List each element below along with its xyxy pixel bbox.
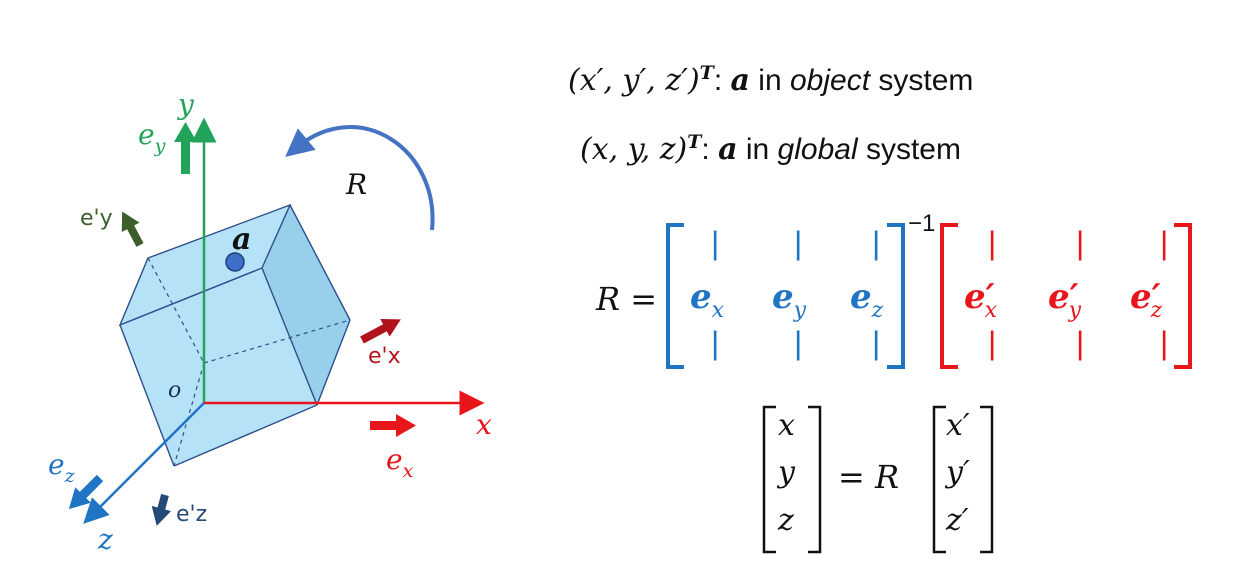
matrix-bar: | (1160, 225, 1169, 261)
ezp-column: e′z (1130, 277, 1163, 323)
exp-column: e′x (964, 277, 998, 323)
ezp-label: e'z (176, 502, 208, 527)
vector-entry: z′ (946, 503, 969, 538)
ez-label: ez (48, 448, 75, 487)
ex-column: ex (690, 277, 725, 323)
matrix-bar: | (794, 225, 803, 261)
matrix-bar: | (711, 225, 720, 261)
matrix-bar: | (1160, 325, 1169, 361)
ezp-arrow-icon (151, 493, 172, 526)
ez-column: ez (850, 277, 884, 323)
vector-entry: z (778, 503, 794, 538)
ex-label: ex (386, 443, 414, 482)
z-axis-label: z (98, 523, 113, 556)
ey-arrow-icon (174, 122, 197, 174)
point-a-label: a (232, 222, 252, 257)
ex-arrow-icon (370, 414, 416, 437)
eq2-middle: = R (838, 458, 900, 496)
matrix-bar: | (794, 325, 803, 361)
ez-arrow-icon (68, 474, 104, 510)
ey-column: ey (772, 277, 807, 323)
rotation-arc (285, 125, 435, 231)
exp-arrow-icon (360, 318, 401, 344)
eq1-inverse-exponent: −1 (908, 210, 936, 237)
vector-entry: x (778, 408, 795, 443)
exp-label: e'x (368, 344, 401, 369)
origin-label: o (168, 378, 182, 403)
z-axis (83, 402, 205, 524)
y-axis-label: y (178, 88, 194, 121)
eyp-label: e'y (80, 206, 113, 231)
vector-entry: y′ (946, 455, 970, 490)
matrix-bar: | (1076, 325, 1085, 361)
matrix-bar: | (711, 325, 720, 361)
vector-entry: x′ (946, 408, 970, 443)
cube (118, 203, 351, 467)
matrix-bar: | (872, 225, 881, 261)
ey-label: ey (138, 118, 166, 157)
matrix-bar: | (1076, 225, 1085, 261)
matrix-bar: | (872, 325, 881, 361)
point-a-marker (225, 252, 245, 272)
matrix-bar: | (988, 225, 997, 261)
eq1-lhs: R = (596, 280, 658, 318)
matrix-brackets (666, 223, 1192, 554)
rotation-label: R (346, 168, 368, 201)
x-axis-label: x (476, 408, 492, 441)
eyp-column: e′y (1048, 277, 1082, 323)
object-system-line: (x′, y′, z′)T: a in object system (568, 62, 974, 98)
matrix-bar: | (988, 325, 997, 361)
global-system-line: (x, y, z)T: a in global system (580, 131, 961, 167)
eyp-arrow-icon (121, 211, 144, 247)
vector-entry: y (778, 455, 795, 490)
